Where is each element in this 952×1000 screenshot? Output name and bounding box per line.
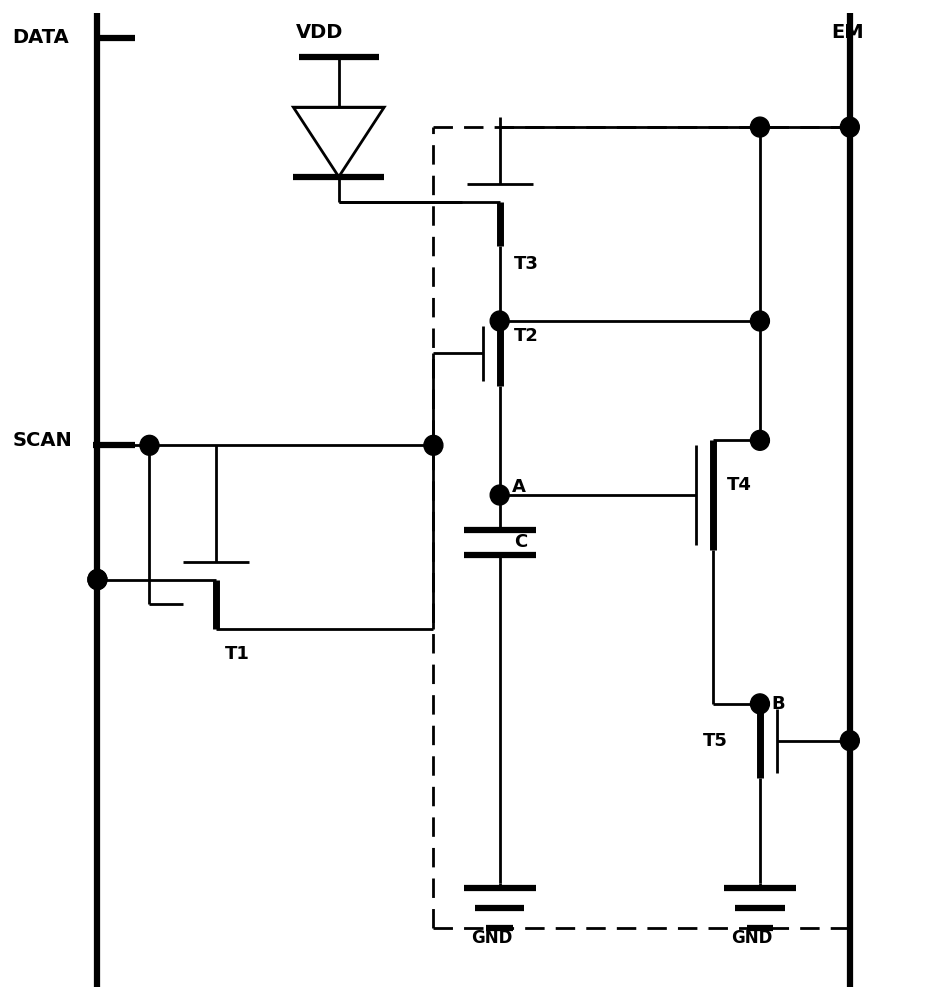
Text: T4: T4 [726, 476, 752, 494]
Text: T1: T1 [226, 645, 250, 663]
Circle shape [750, 430, 769, 450]
Circle shape [88, 570, 107, 589]
Circle shape [841, 731, 860, 751]
Circle shape [750, 694, 769, 714]
Text: GND: GND [731, 929, 773, 947]
Text: A: A [512, 478, 526, 496]
Text: B: B [771, 695, 784, 713]
Text: T3: T3 [514, 255, 539, 273]
Text: DATA: DATA [12, 28, 69, 47]
Circle shape [88, 570, 107, 589]
Circle shape [424, 435, 443, 455]
Text: GND: GND [471, 929, 512, 947]
Text: T5: T5 [704, 732, 728, 750]
Text: VDD: VDD [296, 23, 344, 42]
Circle shape [750, 117, 769, 137]
Text: EM: EM [831, 23, 863, 42]
Circle shape [841, 117, 860, 137]
Circle shape [750, 311, 769, 331]
Text: T2: T2 [514, 327, 539, 345]
Circle shape [490, 485, 509, 505]
Text: C: C [514, 533, 527, 551]
Circle shape [490, 311, 509, 331]
Circle shape [140, 435, 159, 455]
Text: SCAN: SCAN [12, 431, 72, 450]
